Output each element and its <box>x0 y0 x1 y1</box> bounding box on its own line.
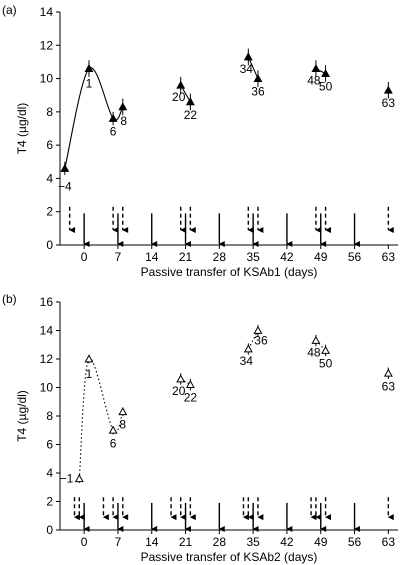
data-point <box>383 368 393 377</box>
x-tick-label: 0 <box>81 535 88 549</box>
x-tick-label: 56 <box>348 250 362 264</box>
point-label: 6 <box>110 436 117 450</box>
y-tick-label: 2 <box>46 495 53 509</box>
series-curve <box>247 56 259 79</box>
y-tick-label: 12 <box>40 38 54 52</box>
x-tick-label: 14 <box>145 535 159 549</box>
y-tick-label: 4 <box>46 466 53 480</box>
x-tick-label: 21 <box>179 535 193 549</box>
y-tick-label: 10 <box>40 381 54 395</box>
series-curve <box>78 358 124 479</box>
point-label: 20 <box>172 384 186 398</box>
point-label: 36 <box>254 334 268 348</box>
point-label: 63 <box>382 96 396 110</box>
data-point <box>74 474 84 483</box>
x-tick-label: 7 <box>115 250 122 264</box>
data-point <box>60 163 70 172</box>
x-tick-label: 35 <box>246 535 260 549</box>
y-axis-label: T4 (µg/dl) <box>15 390 29 442</box>
point-label: 1 <box>86 77 93 91</box>
point-label: 34 <box>240 354 254 368</box>
x-tick-label: 63 <box>382 250 396 264</box>
point-label: 48 <box>307 74 321 88</box>
point-label: 34 <box>240 62 254 76</box>
x-tick-label: 35 <box>246 250 260 264</box>
point-label: 22 <box>184 391 198 405</box>
data-point <box>176 374 186 383</box>
data-point <box>118 102 128 111</box>
point-label: 8 <box>120 114 127 128</box>
point-label: 50 <box>319 356 333 370</box>
data-point <box>84 354 94 363</box>
x-axis-label: Passive transfer of KSAb2 (days) <box>141 550 318 564</box>
y-tick-label: 2 <box>46 205 53 219</box>
point-label: 63 <box>382 379 396 393</box>
y-axis-label: T4 (µg/dl) <box>15 103 29 155</box>
series-curve <box>64 67 124 169</box>
point-label: 20 <box>172 90 186 104</box>
y-tick-label: 14 <box>40 5 54 19</box>
y-tick-label: 4 <box>46 171 53 185</box>
data-point <box>253 325 263 334</box>
y-tick-label: 12 <box>40 352 54 366</box>
data-point <box>311 335 321 344</box>
y-tick-label: 0 <box>46 523 53 537</box>
point-label: −4 <box>58 179 72 193</box>
data-point <box>253 73 263 82</box>
panel-label: (b) <box>2 292 17 306</box>
point-label: −1 <box>60 472 74 486</box>
data-point <box>84 63 94 72</box>
x-axis-label: Passive transfer of KSAb1 (days) <box>141 265 318 279</box>
x-tick-label: 0 <box>81 250 88 264</box>
data-point <box>243 344 253 353</box>
data-point <box>185 380 195 389</box>
y-tick-label: 16 <box>40 295 54 309</box>
data-point <box>176 80 186 89</box>
data-point <box>243 52 253 61</box>
x-tick-label: 14 <box>145 250 159 264</box>
data-point <box>108 113 118 122</box>
x-tick-label: 28 <box>213 535 227 549</box>
y-tick-label: 10 <box>40 72 54 86</box>
data-point <box>383 85 393 94</box>
y-tick-label: 8 <box>46 105 53 119</box>
panel-label: (a) <box>2 3 17 17</box>
y-tick-label: 6 <box>46 438 53 452</box>
data-point <box>185 97 195 106</box>
point-label: 1 <box>86 367 93 381</box>
x-tick-label: 63 <box>382 535 396 549</box>
y-tick-label: 8 <box>46 409 53 423</box>
data-point <box>321 68 331 77</box>
x-tick-label: 42 <box>280 535 294 549</box>
point-label: 36 <box>251 85 265 99</box>
point-label: 50 <box>319 80 333 94</box>
point-label: 22 <box>184 108 198 122</box>
point-label: 8 <box>119 418 126 432</box>
y-tick-label: 6 <box>46 138 53 152</box>
point-label: 48 <box>307 345 321 359</box>
x-tick-label: 7 <box>115 535 122 549</box>
x-tick-label: 56 <box>348 535 362 549</box>
x-tick-label: 28 <box>213 250 227 264</box>
x-tick-label: 49 <box>314 250 328 264</box>
x-tick-label: 49 <box>314 535 328 549</box>
y-tick-label: 14 <box>40 324 54 338</box>
data-point <box>118 407 128 416</box>
data-point <box>311 63 321 72</box>
data-point <box>108 425 118 434</box>
data-point <box>321 345 331 354</box>
x-tick-label: 21 <box>179 250 193 264</box>
x-tick-label: 42 <box>280 250 294 264</box>
point-label: 6 <box>110 125 117 139</box>
y-tick-label: 0 <box>46 238 53 252</box>
